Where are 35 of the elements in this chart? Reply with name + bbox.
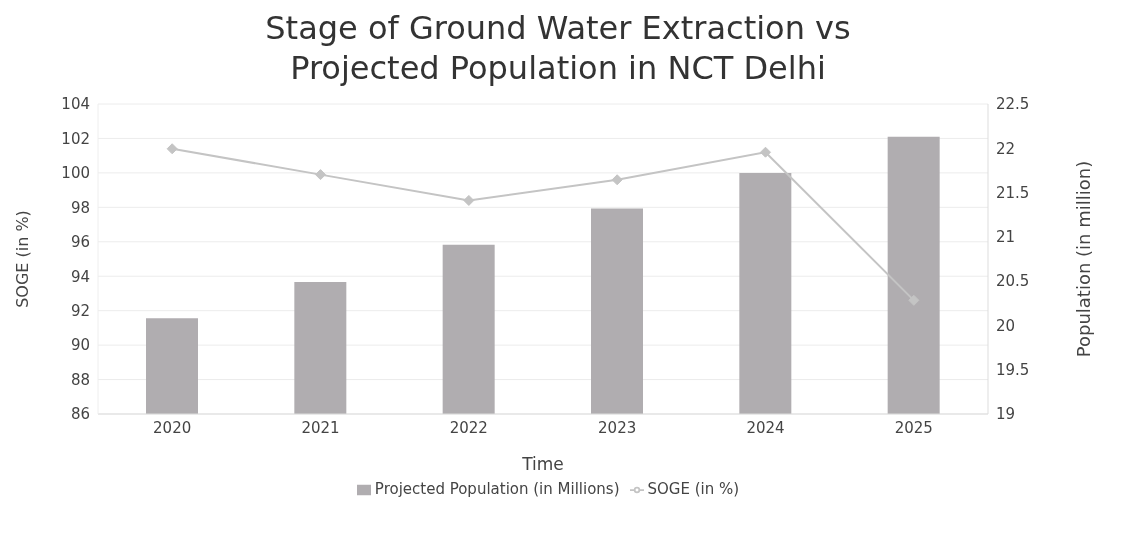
point bbox=[463, 194, 475, 206]
y2-tick-label: 22 bbox=[996, 139, 1016, 158]
y-tick-label: 90 bbox=[70, 336, 90, 355]
x-tick-label: 2022 bbox=[449, 418, 488, 437]
point bbox=[315, 169, 326, 181]
y2-tick-label: 20.5 bbox=[996, 272, 1030, 291]
y2-tick-label: 19 bbox=[996, 405, 1016, 424]
y-tick-label: 96 bbox=[70, 233, 90, 252]
x-axis-title: Time bbox=[521, 454, 564, 474]
y-axis-title: SOGE (in %) bbox=[12, 210, 32, 308]
y2-tick-label: 19.5 bbox=[996, 361, 1030, 380]
x-tick-label: 2025 bbox=[894, 418, 933, 437]
y2-tick-label: 21.5 bbox=[996, 183, 1030, 202]
x-tick-label: 2024 bbox=[746, 418, 785, 437]
point bbox=[760, 146, 771, 158]
y-tick-label: 102 bbox=[61, 129, 90, 148]
legend-label: Projected Population (in Millions) bbox=[374, 480, 620, 498]
y-tick-label: 98 bbox=[70, 198, 90, 217]
legend-label: SOGE (in %) bbox=[647, 480, 740, 498]
y2-tick-label: 21 bbox=[996, 228, 1016, 247]
y-tick-label: 92 bbox=[70, 301, 90, 320]
x-tick-label: 2021 bbox=[301, 418, 340, 437]
y-tick-label: 94 bbox=[70, 267, 90, 286]
chart-title: Stage of Ground Water Extraction vs Projected Population in NCT Delhi bbox=[264, 8, 852, 88]
y-tick-label: 104 bbox=[61, 95, 90, 114]
y2-tick-label: 20 bbox=[996, 316, 1016, 335]
point bbox=[611, 174, 623, 186]
y-tick-label: 88 bbox=[70, 370, 90, 389]
y-tick-label: 100 bbox=[61, 164, 90, 183]
x-tick-label: 2020 bbox=[153, 418, 192, 437]
y2-tick-label: 22.5 bbox=[996, 95, 1030, 114]
y-tick-label: 86 bbox=[70, 405, 90, 424]
point bbox=[166, 143, 178, 155]
y2-axis-title: Population (in million) bbox=[1073, 160, 1095, 358]
x-tick-label: 2023 bbox=[598, 418, 637, 437]
